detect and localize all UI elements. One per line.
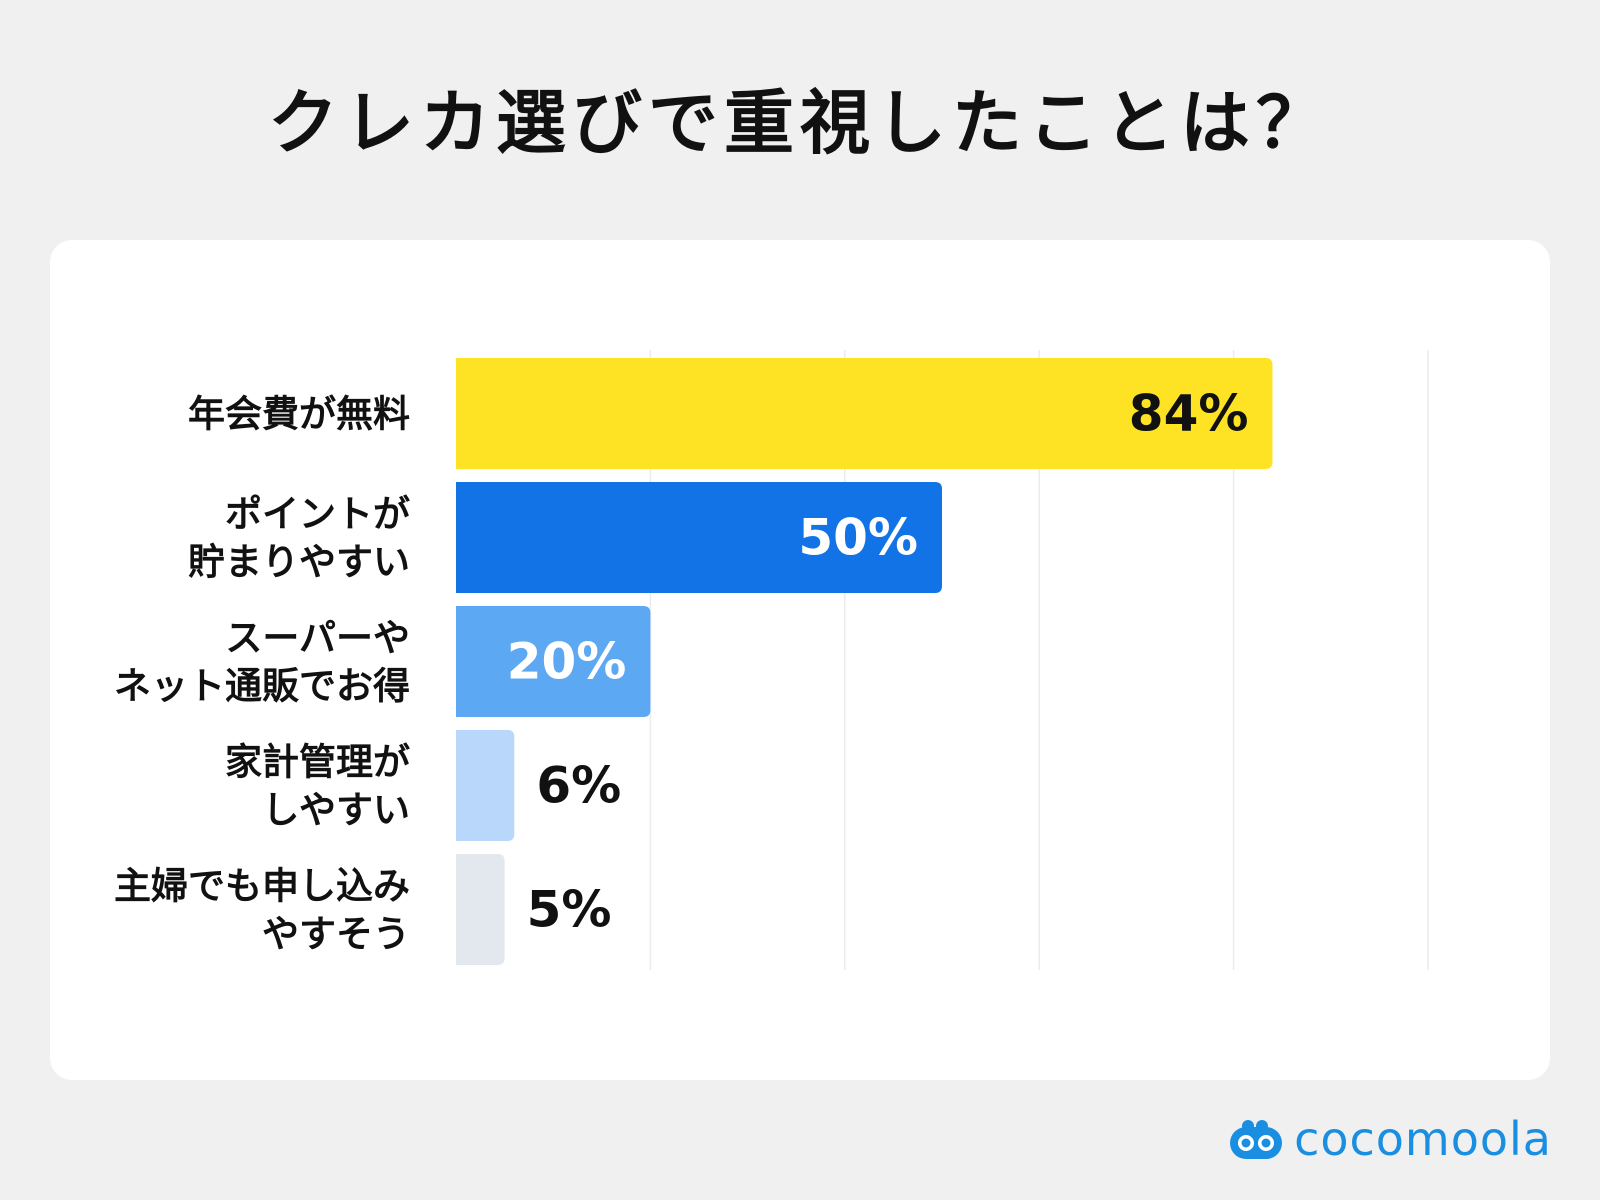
category-label: 家計管理が: [225, 741, 410, 784]
category-label: スーパーや: [225, 617, 410, 660]
category-label: 主婦でも申し込み: [114, 865, 410, 908]
bar-value-label: 20%: [507, 633, 627, 691]
category-label: しやすい: [262, 789, 410, 832]
bar: [456, 854, 505, 965]
chart-card: 84% 年会費が無料 50% ポイントが貯まりやすい 20% スーパーやネット通販でお得 6…: [50, 240, 1550, 1080]
bar: [456, 606, 651, 717]
bar-value-label: 6%: [536, 757, 621, 815]
brand-name: cocomoola: [1294, 1112, 1552, 1166]
bar: [456, 358, 1273, 469]
category-label: 年会費が無料: [188, 393, 410, 436]
chart-title: クレカ選びで重視したことは？: [268, 82, 1332, 164]
bar-value-label: 50%: [798, 509, 918, 567]
bar-value-label: 5%: [527, 881, 612, 939]
category-label: ポイントが: [225, 493, 410, 536]
bar-value-label: 84%: [1129, 385, 1249, 443]
category-label: 貯まりやすい: [188, 541, 410, 584]
category-label: やすそう: [262, 913, 410, 956]
bar: [456, 730, 515, 841]
category-label: ネット通販でお得: [114, 665, 410, 708]
logo-icon: [1230, 1120, 1283, 1159]
brand-logo: cocomoola: [1228, 1114, 1552, 1164]
bar: [456, 482, 942, 593]
